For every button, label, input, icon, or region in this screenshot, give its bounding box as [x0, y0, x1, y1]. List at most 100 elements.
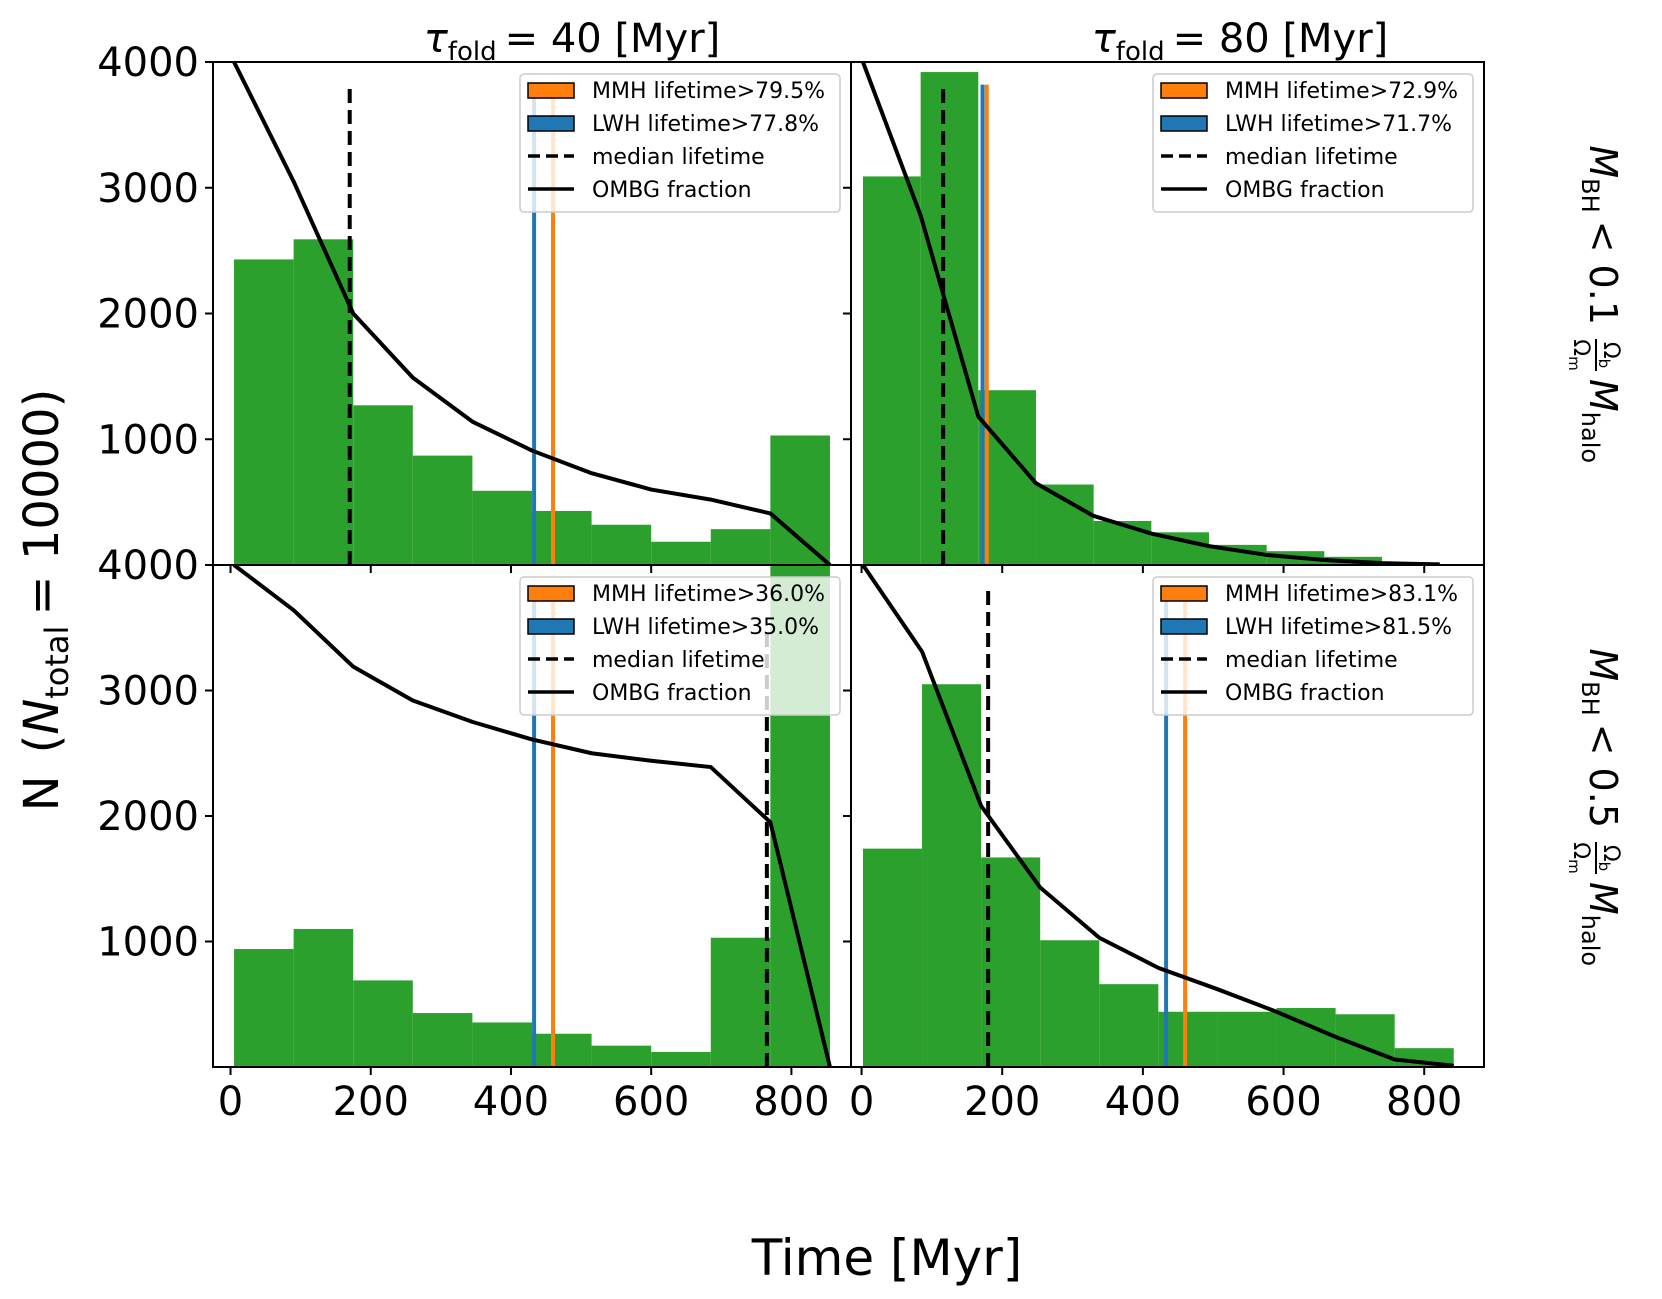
y-tick-label: 1000	[97, 920, 199, 966]
x-tick-label: 800	[753, 1079, 829, 1125]
legend-patch-1	[527, 115, 575, 132]
col-title-1: τfold = 40 [Myr]	[424, 16, 721, 67]
row-label-1: MBH< 0.1 Ωb Ωm Mhalo	[1565, 145, 1625, 463]
y-tick-label: 2000	[97, 292, 199, 338]
histogram-bar	[1035, 484, 1094, 565]
svg-text:Mhalo: Mhalo	[1576, 379, 1625, 463]
legend-label-1: LWH lifetime>71.7%	[1225, 112, 1452, 137]
x-tick-label: 0	[218, 1079, 243, 1125]
legend-label-2: median lifetime	[592, 145, 765, 170]
histogram-bar	[591, 524, 652, 565]
x-tick-label: 0	[849, 1079, 874, 1125]
histogram-bar	[1158, 1011, 1218, 1067]
legend-label-0: MMH lifetime>83.1%	[1225, 582, 1458, 607]
y-tick-label: 3000	[97, 166, 199, 212]
svg-text:Ωm: Ωm	[1565, 339, 1593, 370]
legend-patch-0	[527, 82, 575, 99]
row-label-2: MBH< 0.5 Ωb Ωm Mhalo	[1565, 648, 1625, 966]
y-tick-label: 4000	[97, 40, 199, 86]
histogram-bar	[293, 928, 354, 1067]
histogram-bar	[862, 848, 923, 1067]
histogram-bar	[293, 239, 354, 565]
histogram-bar	[770, 435, 830, 565]
legend: MMH lifetime>83.1% LWH lifetime>81.5% medi…	[1152, 576, 1474, 716]
legend-label-1: LWH lifetime>77.8%	[592, 112, 819, 137]
legend: MMH lifetime>72.9% LWH lifetime>71.7% medi…	[1152, 73, 1474, 213]
histogram-bar	[234, 949, 294, 1067]
histogram-bar	[1217, 1011, 1277, 1067]
y-tick-label: 2000	[97, 794, 199, 840]
legend-label-3: OMBG fraction	[1225, 178, 1385, 203]
histogram-bar	[710, 529, 771, 565]
y-axis-label: N(Ntotal= 10000)	[14, 389, 76, 812]
histogram-bar	[234, 259, 294, 565]
y-tick-label: 1000	[97, 417, 199, 463]
histogram-bar	[651, 541, 711, 565]
panel-top-left: MMH lifetime>79.5% LWH lifetime>77.8% medi…	[97, 40, 852, 573]
panel-top-right: MMH lifetime>72.9% LWH lifetime>71.7% medi…	[843, 61, 1485, 573]
svg-text:MBH< 0.5: MBH< 0.5	[1576, 648, 1625, 828]
histogram-bar	[1093, 520, 1152, 565]
histogram-bar	[1040, 940, 1100, 1067]
panel-bottom-left: MMH lifetime>36.0% LWH lifetime>35.0% medi…	[97, 543, 852, 1125]
panel-plot-area	[232, 62, 832, 565]
svg-text:Ωb: Ωb	[1595, 342, 1623, 368]
legend-patch-1	[1160, 618, 1208, 635]
histogram-bar	[412, 1013, 473, 1067]
panel-bottom-right: MMH lifetime>83.1% LWH lifetime>81.5% medi…	[843, 564, 1485, 1125]
legend-label-1: LWH lifetime>81.5%	[1225, 615, 1452, 640]
legend-patch-0	[1160, 585, 1208, 602]
legend-patch-0	[527, 585, 575, 602]
y-tick-label: 3000	[97, 669, 199, 715]
y-tick-label: 4000	[97, 543, 199, 589]
legend: MMH lifetime>36.0% LWH lifetime>35.0% medi…	[519, 576, 841, 716]
legend-patch-0	[1160, 82, 1208, 99]
histogram-bar	[981, 857, 1041, 1067]
panel-plot-area	[861, 62, 1440, 565]
histogram-bar	[862, 176, 921, 565]
x-tick-label: 200	[333, 1079, 409, 1125]
histogram-bar	[922, 684, 982, 1067]
ombg-fraction-line	[861, 62, 1440, 565]
legend-label-0: MMH lifetime>36.0%	[592, 582, 825, 607]
legend-label-2: median lifetime	[1225, 648, 1398, 673]
legend-label-3: OMBG fraction	[1225, 681, 1385, 706]
svg-text:MBH< 0.1: MBH< 0.1	[1576, 145, 1625, 325]
legend-frame	[519, 73, 841, 213]
x-tick-label: 800	[1386, 1079, 1462, 1125]
histogram-bar	[1099, 984, 1159, 1067]
legend-label-0: MMH lifetime>72.9%	[1225, 79, 1458, 104]
x-tick-label: 200	[964, 1079, 1040, 1125]
ombg-fraction-line	[232, 565, 832, 1067]
x-tick-label: 600	[1245, 1079, 1321, 1125]
histogram-bar	[1151, 532, 1209, 565]
histogram-bar	[710, 937, 771, 1067]
legend-label-0: MMH lifetime>79.5%	[592, 79, 825, 104]
legend-frame	[519, 576, 841, 716]
ombg-fraction-line	[232, 62, 832, 565]
histogram-bar	[651, 1051, 711, 1067]
x-tick-label: 400	[1105, 1079, 1181, 1125]
legend-frame	[1152, 73, 1474, 213]
legend-patch-1	[1160, 115, 1208, 132]
legend-patch-1	[527, 618, 575, 635]
svg-text:Ωm: Ωm	[1565, 842, 1593, 873]
histogram-bar	[532, 1033, 592, 1067]
histogram-bar	[591, 1045, 652, 1067]
legend-label-2: median lifetime	[1225, 145, 1398, 170]
x-tick-label: 600	[613, 1079, 689, 1125]
histogram-bar	[472, 1022, 532, 1067]
histogram-bar	[472, 490, 532, 565]
legend-label-2: median lifetime	[592, 648, 765, 673]
legend-label-3: OMBG fraction	[592, 681, 752, 706]
col-title-2: τfold = 80 [Myr]	[1092, 16, 1389, 67]
legend-label-3: OMBG fraction	[592, 178, 752, 203]
histogram-bar	[353, 405, 413, 565]
legend-frame	[1152, 576, 1474, 716]
x-axis-label: Time [Myr]	[751, 1229, 1023, 1287]
svg-text:Ωb: Ωb	[1595, 845, 1623, 871]
histogram-bar	[532, 510, 592, 565]
svg-text:Mhalo: Mhalo	[1576, 882, 1625, 966]
ombg-fraction-line	[861, 565, 1454, 1067]
